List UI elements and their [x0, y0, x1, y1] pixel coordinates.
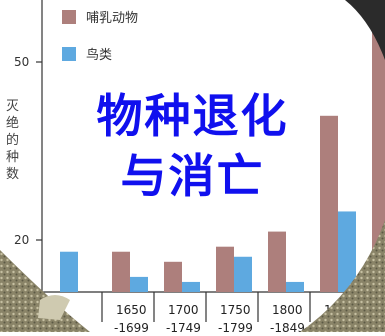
overlay-title-line-2: 与消亡	[120, 149, 265, 203]
corner-bottom-right	[300, 220, 385, 332]
corner-bottom-left-highlight	[38, 295, 70, 320]
x-tick-label-top: 1800	[272, 303, 303, 317]
legend-swatch	[62, 10, 76, 24]
y-axis-label-char: 种	[6, 150, 19, 165]
y-tick-label: 50	[14, 55, 29, 69]
y-axis-label-char: 的	[6, 132, 19, 148]
bar-birds	[182, 281, 200, 292]
x-tick-label-top: 1750	[220, 303, 251, 317]
y-axis-label-char: 绝	[6, 115, 19, 131]
bar-mammals	[216, 246, 234, 292]
x-tick-label-bottom: -1849	[270, 321, 305, 332]
bar-mammals	[320, 115, 338, 292]
bar-birds	[130, 276, 148, 292]
legend-label: 哺乳动物	[86, 11, 138, 26]
x-tick-label-bottom: -1749	[166, 321, 201, 332]
legend-swatch	[62, 47, 76, 61]
bar-birds	[286, 281, 304, 292]
bar-mammals	[112, 251, 130, 292]
y-tick-label: 20	[14, 233, 29, 247]
bar-mammals	[372, 20, 385, 292]
y-axis-label-char: 灭	[6, 99, 19, 114]
bar-mammals	[164, 261, 182, 292]
bar-birds	[234, 256, 252, 292]
legend-label: 鸟类	[86, 47, 112, 63]
x-tick-label-top: 1700	[168, 303, 199, 317]
corner-top-right	[345, 0, 385, 60]
bar-birds	[338, 211, 356, 292]
bar-birds	[60, 251, 78, 292]
x-tick-label-bottom: -1699	[114, 321, 149, 332]
y-axis-label-char: 数	[6, 167, 19, 182]
x-tick-label-bottom: -1799	[218, 321, 253, 332]
corner-bottom-left	[0, 250, 90, 332]
x-tick-label-top: 1650	[116, 303, 147, 317]
bar-mammals	[268, 231, 286, 292]
overlay-title-line-1: 物种退化	[96, 89, 289, 143]
